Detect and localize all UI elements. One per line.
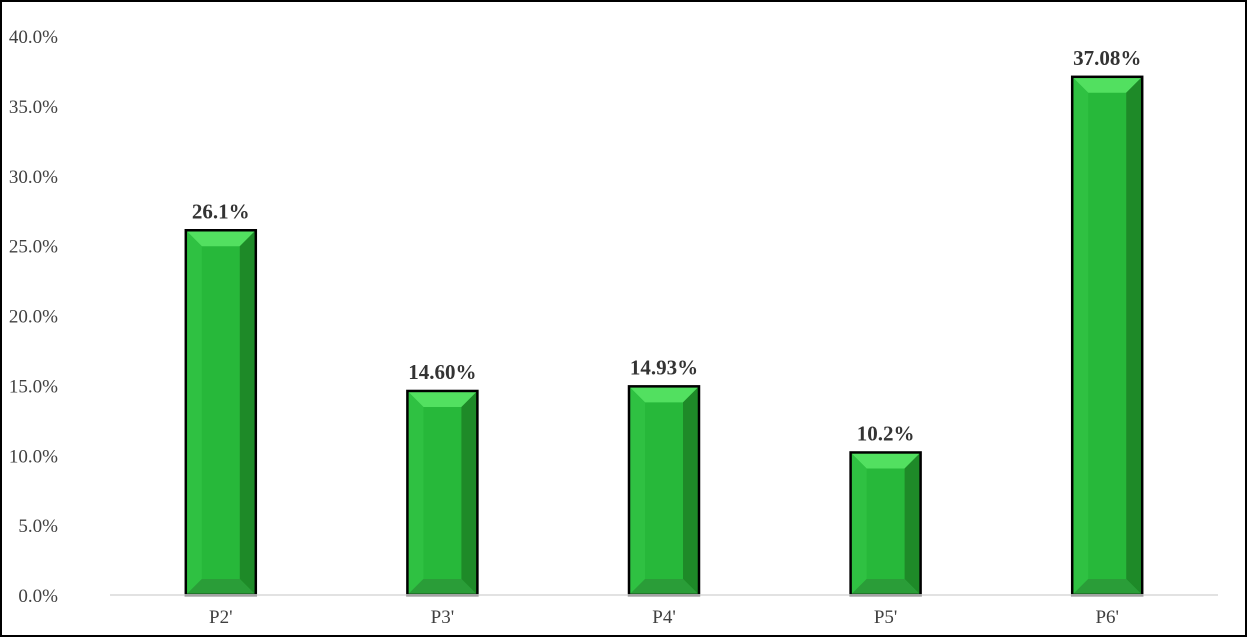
bar-top-bevel xyxy=(185,230,256,247)
bar-left-bevel xyxy=(185,230,202,595)
bar xyxy=(184,229,258,597)
bar-value-label: 14.93% xyxy=(630,355,698,379)
bar xyxy=(1070,75,1144,597)
y-tick-label: 0.0% xyxy=(18,586,58,607)
bar-right-bevel xyxy=(461,390,478,595)
bar-bottom-bevel xyxy=(629,579,699,595)
bar-value-label: 26.1% xyxy=(192,199,250,223)
x-category-label: P3' xyxy=(431,607,455,628)
bar xyxy=(627,385,701,597)
bar-value-label: 14.60% xyxy=(408,360,476,384)
y-axis-ticks: 0.0% 5.0% 10.0% 15.0% 20.0% 25.0% 30.0% 35.0% 40… xyxy=(9,27,58,607)
y-tick-label: 10.0% xyxy=(9,446,58,467)
bar-bottom-bevel xyxy=(850,579,921,595)
bars xyxy=(184,75,1144,597)
bar-top-bevel xyxy=(850,452,921,469)
bar-value-label: 37.08% xyxy=(1073,46,1141,70)
bar-bottom-bevel xyxy=(185,579,256,595)
y-tick-label: 35.0% xyxy=(9,97,58,118)
bar-right-bevel xyxy=(683,386,699,595)
x-category-label: P2' xyxy=(209,607,233,628)
bar-bottom-bevel xyxy=(407,579,478,595)
y-tick-label: 30.0% xyxy=(9,167,58,188)
bar-left-bevel xyxy=(850,452,867,595)
bar-top-bevel xyxy=(407,390,478,407)
bar-bottom-bevel xyxy=(1072,579,1143,595)
bar-left-bevel xyxy=(629,386,645,595)
y-tick-label: 20.0% xyxy=(9,307,58,328)
bar-right-bevel xyxy=(904,452,921,595)
data-labels: 26.1% 14.60% 14.93% 10.2% 37.08% xyxy=(192,46,1141,446)
bar-right-bevel xyxy=(239,230,256,595)
y-tick-label: 15.0% xyxy=(9,376,58,397)
bar-right-bevel xyxy=(1126,76,1143,595)
x-axis: P2' P3' P4' P5' P6' xyxy=(110,594,1218,628)
bar-value-label: 10.2% xyxy=(857,421,915,445)
y-tick-label: 5.0% xyxy=(18,516,58,537)
x-category-label: P5' xyxy=(874,607,898,628)
y-tick-label: 25.0% xyxy=(9,237,58,258)
bar-top-bevel xyxy=(1072,76,1143,93)
x-category-label: P6' xyxy=(1095,607,1119,628)
y-tick-label: 40.0% xyxy=(9,27,58,48)
x-category-label: P4' xyxy=(652,607,676,628)
bar xyxy=(406,389,479,597)
bar-left-bevel xyxy=(1072,76,1089,595)
bar-left-bevel xyxy=(407,390,424,595)
bar xyxy=(849,451,922,597)
bar-top-bevel xyxy=(629,386,699,403)
